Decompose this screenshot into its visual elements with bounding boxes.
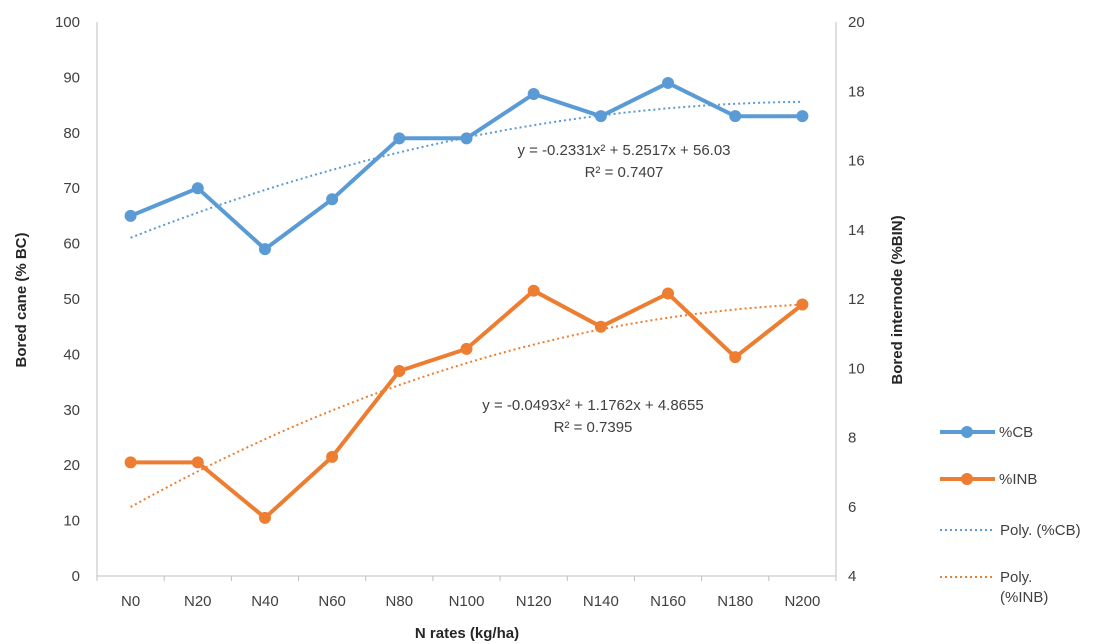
data-point-inb — [258, 511, 271, 524]
data-point-inb — [124, 456, 137, 469]
y-tick-label: 40 — [63, 346, 80, 363]
x-axis-title: N rates (kg/ha) — [415, 625, 519, 642]
y-tick-label: 100 — [55, 14, 80, 31]
y2-axis-title: Bored internode (%BIN) — [889, 215, 906, 384]
x-tick-label: N0 — [121, 593, 140, 610]
y2-tick-label: 8 — [848, 430, 856, 447]
x-tick-label: N200 — [784, 593, 820, 610]
data-point-inb — [460, 342, 473, 355]
data-point-inb — [527, 284, 540, 297]
x-tick-label: N40 — [251, 593, 279, 610]
legend-marker-inb — [961, 473, 973, 485]
y-tick-label: 30 — [63, 402, 80, 419]
data-point-cb — [662, 76, 675, 89]
y-tick-label: 10 — [63, 513, 80, 530]
x-tick-label: N80 — [386, 593, 414, 610]
series-line-cb — [129, 80, 803, 252]
y2-tick-label: 14 — [848, 222, 865, 239]
data-point-cb — [527, 88, 540, 101]
legend: %CB %INB Poly. (%CB) Poly. (%INB) — [940, 424, 1081, 606]
trendlines — [130, 100, 803, 508]
y-tick-label: 80 — [63, 125, 80, 142]
data-point-inb — [729, 351, 742, 364]
data-point-inb — [662, 287, 675, 300]
y2-tick-label: 20 — [848, 14, 865, 31]
axes: 0 10 20 30 40 50 60 70 80 90 100 4 6 8 10 12 14 16 18 20 N0 N… — [55, 14, 865, 610]
x-tick-label: N140 — [583, 593, 619, 610]
trendline-equation-cb: y = -0.2331x² + 5.2517x + 56.03 — [517, 142, 730, 159]
y-tick-label: 90 — [63, 69, 80, 86]
data-point-inb — [594, 320, 607, 333]
data-point-cb — [729, 110, 742, 123]
legend-label-poly-inb-line2: (%INB) — [1000, 589, 1048, 606]
data-point-inb — [796, 298, 809, 311]
data-point-cb — [796, 110, 809, 123]
x-tick-label: N160 — [650, 593, 686, 610]
data-point-cb — [393, 132, 406, 145]
y2-tick-label: 16 — [848, 153, 865, 170]
y2-tick-label: 4 — [848, 568, 856, 585]
legend-label-inb: %INB — [999, 471, 1037, 488]
y-tick-label: 50 — [63, 291, 80, 308]
data-point-inb — [393, 365, 406, 378]
y2-tick-label: 18 — [848, 83, 865, 100]
x-tick-label: N120 — [516, 593, 552, 610]
data-point-inb — [191, 456, 204, 469]
x-tick-label: N100 — [449, 593, 485, 610]
y-axis-title: Bored cane (% BC) — [13, 232, 30, 367]
data-point-cb — [124, 209, 137, 222]
y2-tick-label: 6 — [848, 499, 856, 516]
y2-tick-label: 12 — [848, 291, 865, 308]
y2-tick-label: 10 — [848, 360, 865, 377]
data-point-cb — [594, 110, 607, 123]
data-point-inb — [326, 450, 339, 463]
data-point-cb — [460, 132, 473, 145]
y-tick-label: 0 — [72, 568, 80, 585]
y-tick-label: 60 — [63, 236, 80, 253]
trendline-r2-inb: R² = 0.7395 — [554, 419, 633, 436]
trendline-equation-inb: y = -0.0493x² + 1.1762x + 4.8655 — [482, 397, 703, 414]
trendline-r2-cb: R² = 0.7407 — [585, 164, 664, 181]
y-tick-label: 70 — [63, 180, 80, 197]
data-point-cb — [191, 182, 204, 195]
legend-label-cb: %CB — [999, 424, 1033, 441]
legend-label-poly-inb-line1: Poly. — [1000, 569, 1032, 586]
series — [124, 76, 809, 524]
legend-marker-cb — [961, 426, 973, 438]
x-tick-label: N20 — [184, 593, 212, 610]
x-tick-label: N180 — [717, 593, 753, 610]
data-point-cb — [258, 243, 271, 256]
x-tick-label: N60 — [318, 593, 346, 610]
data-point-cb — [326, 193, 339, 206]
y-tick-label: 20 — [63, 457, 80, 474]
legend-label-poly-cb: Poly. (%CB) — [1000, 522, 1081, 539]
